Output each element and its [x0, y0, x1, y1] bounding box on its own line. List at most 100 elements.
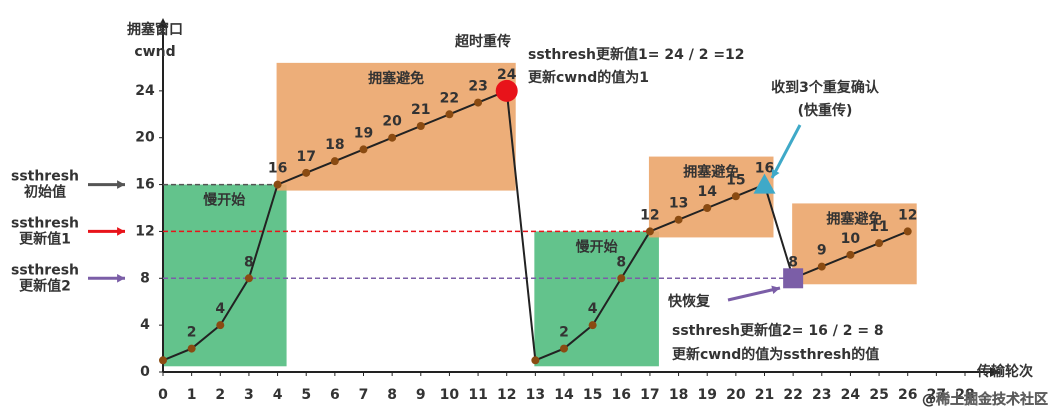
x-axis-arrow	[990, 367, 1000, 377]
phase-label: 拥塞避免	[826, 210, 882, 227]
point	[445, 110, 454, 119]
threshold-label: ssthresh	[11, 169, 79, 185]
x-axis-label: 传输轮次	[976, 363, 1033, 380]
event-arrow-head	[771, 169, 780, 178]
y-tick-label: 24	[135, 83, 155, 99]
point	[846, 250, 855, 259]
point-label: 21	[411, 102, 430, 118]
point	[388, 133, 397, 142]
phase-label: 慢开始	[576, 238, 618, 255]
point	[531, 356, 540, 365]
x-tick-label: 1	[187, 387, 197, 403]
threshold-label: ssthresh	[11, 262, 79, 278]
x-tick-label: 28	[955, 387, 974, 403]
x-tick-label: 27	[927, 387, 946, 403]
point-label: 2	[187, 325, 197, 341]
phase-box	[162, 184, 287, 367]
y-tick-label: 0	[140, 364, 150, 380]
x-tick-label: 24	[841, 387, 861, 403]
point-label: 16	[755, 161, 774, 177]
x-tick-label: 5	[301, 387, 311, 403]
point-label: 12	[640, 207, 659, 223]
point-label: 11	[869, 219, 888, 235]
point-label: 15	[726, 172, 745, 188]
x-tick-label: 10	[440, 387, 460, 403]
point-label: 12	[898, 207, 917, 223]
event-label: 超时重传	[454, 33, 511, 50]
y-tick-label: 12	[135, 223, 154, 239]
point-label: 23	[468, 79, 487, 95]
y-tick-label: 4	[140, 317, 150, 333]
point-label: 20	[382, 114, 402, 130]
x-tick-label: 25	[869, 387, 888, 403]
y-axis-label: 拥塞窗口	[127, 21, 183, 38]
threshold-label: ssthresh	[11, 215, 79, 231]
event-label: 收到3个重复确认	[771, 79, 880, 96]
point-label: 8	[616, 254, 626, 270]
x-tick-label: 11	[468, 387, 487, 403]
point	[244, 274, 253, 283]
point-label: 2	[559, 325, 569, 341]
point-label: 4	[215, 301, 225, 317]
point-label: 13	[669, 196, 688, 212]
point-label: 24	[497, 67, 517, 83]
point-label: 19	[354, 125, 373, 141]
event-note: ssthresh更新值2= 16 / 2 = 8	[672, 322, 884, 339]
point	[216, 321, 225, 330]
threshold-label: 初始值	[24, 184, 66, 201]
x-tick-label: 26	[898, 387, 917, 403]
phase-label: 拥塞避免	[368, 70, 424, 87]
point-label: 4	[588, 301, 598, 317]
phase-label: 慢开始	[203, 192, 245, 209]
x-tick-label: 7	[359, 387, 369, 403]
point	[817, 262, 826, 271]
x-tick-label: 21	[755, 387, 774, 403]
point	[416, 122, 425, 130]
threshold-arrow-head	[117, 180, 125, 189]
x-tick-label: 4	[273, 387, 283, 403]
point	[674, 215, 683, 224]
point	[703, 204, 712, 212]
event-arrow-head	[771, 285, 780, 294]
event-label: 快恢复	[668, 293, 711, 310]
point	[474, 98, 483, 107]
y-axis-label: cwnd	[134, 44, 175, 60]
point	[359, 145, 368, 154]
y-tick-label: 16	[135, 177, 154, 193]
x-tick-label: 0	[158, 387, 168, 403]
point-label: 22	[440, 90, 459, 106]
event-note: 更新cwnd的值为1	[528, 69, 649, 86]
point-label: 10	[841, 231, 861, 247]
y-axis-arrow	[158, 18, 168, 28]
point-label: 17	[296, 149, 315, 165]
point	[330, 157, 339, 166]
x-tick-label: 15	[583, 387, 602, 403]
event-arrow	[727, 286, 781, 302]
point	[187, 344, 196, 353]
point-label: 18	[325, 137, 344, 153]
threshold-arrow-head	[117, 273, 125, 283]
x-tick-label: 18	[669, 387, 688, 403]
x-tick-label: 12	[497, 387, 516, 403]
event-arrow	[770, 124, 802, 179]
x-tick-label: 13	[526, 387, 545, 403]
timeout-marker	[495, 79, 518, 102]
point	[731, 192, 740, 201]
event-label: (快重传)	[798, 102, 853, 119]
point	[273, 180, 282, 189]
x-tick-label: 6	[330, 387, 340, 403]
x-tick-label: 19	[697, 387, 716, 403]
point-label: 8	[788, 254, 798, 270]
y-tick-label: 20	[135, 130, 155, 146]
point-label: 16	[268, 161, 287, 177]
point	[903, 227, 912, 236]
phase-box	[534, 231, 659, 367]
x-tick-label: 20	[726, 387, 746, 403]
threshold-label: 更新值1	[19, 230, 71, 247]
fast-recovery-marker	[783, 268, 804, 289]
x-tick-label: 9	[416, 387, 426, 403]
y-tick-label: 8	[140, 270, 150, 286]
threshold-label: 更新值2	[19, 277, 71, 294]
x-tick-label: 2	[215, 387, 225, 403]
